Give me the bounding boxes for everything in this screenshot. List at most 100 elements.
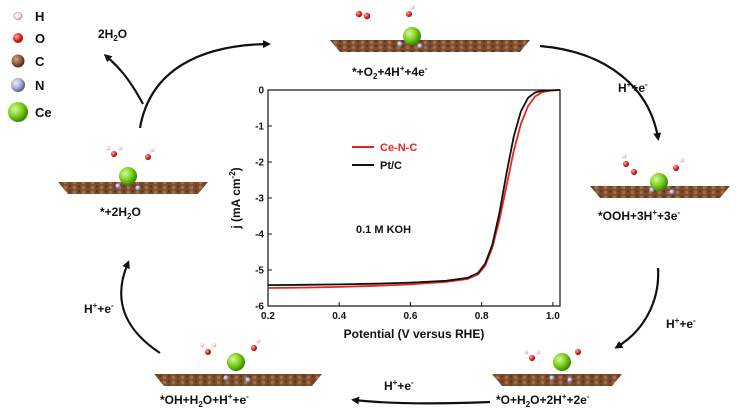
nitrogen-atom-icon <box>135 185 141 191</box>
oxygen-atom-icon <box>111 151 117 157</box>
nitrogen-atom-icon <box>115 183 121 189</box>
cerium-atom-icon <box>119 167 137 185</box>
legend-o-label: O <box>35 31 45 46</box>
arrow-oh-to-h2o <box>120 260 161 354</box>
nitrogen-atom-icon <box>223 375 229 381</box>
oxygen-atom-icon <box>205 349 211 355</box>
y-tick-label: -3 <box>255 194 264 205</box>
oxygen-atom-icon <box>673 165 679 171</box>
nitrogen-atom-icon <box>549 375 555 381</box>
x-axis-ticks: 0.2 0.4 0.6 0.8 1.0 <box>261 302 560 322</box>
oxygen-atom-icon <box>406 11 412 17</box>
hydrogen-atom-icon <box>105 145 111 151</box>
state-oh: *OH+H2O+H++e- <box>154 338 322 409</box>
electrolyte-annotation: 0.1 M KOH <box>356 224 411 236</box>
graphene-sheet-icon <box>58 182 208 194</box>
hydrogen-atom-icon <box>255 338 261 344</box>
oxygen-atom-icon <box>355 10 363 18</box>
x-tick-label: 0.8 <box>475 311 489 322</box>
oxygen-atom-icon <box>575 349 581 355</box>
oxygen-atom-icon <box>529 355 535 361</box>
hydrogen-atom-icon <box>199 342 205 348</box>
legend-n: N <box>11 78 44 93</box>
step4-label: H++e- <box>84 301 114 316</box>
series-line-pt-c <box>267 89 561 286</box>
arrow-ooh-to-o <box>614 267 660 349</box>
legend-ce: Ce <box>8 102 52 122</box>
y-tick-label: -5 <box>255 266 264 277</box>
arrow-h2o-to-o2 <box>138 40 271 129</box>
lsv-chart: 0.2 0.4 0.6 0.8 1.0 0 -1 -2 -3 -4 -5 -6 Ce-N-C Pt/… <box>228 86 561 341</box>
y-tick-label: -6 <box>255 302 264 313</box>
oxygen-atom-icon <box>13 33 23 43</box>
atom-legend: H O C N Ce <box>8 9 52 122</box>
x-tick-label: 1.0 <box>546 311 560 322</box>
x-tick-label: 0.2 <box>261 311 275 322</box>
legend-o: O <box>13 31 45 46</box>
nitrogen-atom-icon <box>417 43 423 49</box>
hydrogen-atom-icon <box>621 153 627 159</box>
state-h2o: *+2H2O <box>58 145 208 221</box>
graphene-sheet-icon <box>154 374 322 386</box>
state-h2o-label: *+2H2O <box>100 205 141 221</box>
graphene-sheet-icon <box>492 374 622 386</box>
y-axis-ticks: 0 -1 -2 -3 -4 -5 -6 <box>255 86 272 313</box>
arrow-o2-to-ooh <box>539 44 662 141</box>
oxygen-atom-icon <box>145 154 151 160</box>
hydrogen-atom-icon <box>117 145 123 151</box>
state-o-label: *O+H2O+2H++2e- <box>496 392 590 409</box>
plot-frame <box>267 89 561 307</box>
state-o2-label: *+O2+4H++4e- <box>352 64 428 81</box>
legend-h-label: H <box>35 9 44 24</box>
nitrogen-atom-icon <box>397 41 403 47</box>
legend-c: C <box>11 54 45 69</box>
carbon-atom-icon <box>11 54 25 68</box>
cerium-atom-icon <box>650 173 668 191</box>
state-ooh: *OOH+3H++3e- <box>590 153 730 223</box>
chart-legend: Ce-N-C Pt/C <box>352 142 417 172</box>
nitrogen-atom-icon <box>669 189 675 195</box>
hydrogen-atom-icon <box>149 147 155 153</box>
state-o2: *+O2+4H++4e- <box>330 4 530 81</box>
step2-label: H++e- <box>666 316 696 331</box>
hydrogen-atom-icon <box>679 157 685 163</box>
hydrogen-atom-icon <box>409 4 415 10</box>
graphene-sheet-icon <box>590 186 730 198</box>
y-tick-label: -1 <box>255 122 264 133</box>
cerium-atom-icon <box>227 353 245 371</box>
step-release-label: 2H2O <box>98 27 127 43</box>
hydrogen-atom-icon <box>13 11 23 21</box>
x-tick-label: 0.6 <box>403 311 417 322</box>
hydrogen-atom-icon <box>535 349 541 355</box>
hydrogen-atom-icon <box>211 342 217 348</box>
step1-label: H++e- <box>618 80 648 95</box>
legend-n-label: N <box>35 78 44 93</box>
nitrogen-atom-icon <box>245 377 251 383</box>
hydrogen-atom-icon <box>523 349 529 355</box>
oxygen-atom-icon <box>363 12 371 20</box>
graphene-sheet-icon <box>330 40 530 52</box>
state-ooh-label: *OOH+3H++3e- <box>598 208 680 223</box>
legend-c-label: C <box>35 54 45 69</box>
legend-ce-label: Ce <box>35 105 52 120</box>
y-axis-title: j (mA cm-2) <box>228 167 243 229</box>
oxygen-atom-icon <box>623 161 629 167</box>
y-tick-label: 0 <box>258 86 264 97</box>
arrow-water-release <box>103 54 144 105</box>
oxygen-atom-icon <box>631 169 637 175</box>
cycle-arrows <box>103 40 662 405</box>
chart-curves <box>267 89 561 289</box>
state-o: *O+H2O+2H++2e- <box>492 349 622 409</box>
cerium-atom-icon <box>403 27 421 45</box>
y-tick-label: -4 <box>255 230 264 241</box>
legend-ce-n-c: Ce-N-C <box>380 142 417 154</box>
series-line-ce-n-c <box>267 89 561 289</box>
nitrogen-atom-icon <box>11 78 25 92</box>
cerium-atom-icon <box>553 353 571 371</box>
legend-h: H <box>13 9 44 24</box>
nitrogen-atom-icon <box>567 377 573 383</box>
y-tick-label: -2 <box>255 158 264 169</box>
state-oh-label: *OH+H2O+H++e- <box>160 392 249 409</box>
oxygen-atom-icon <box>251 345 257 351</box>
